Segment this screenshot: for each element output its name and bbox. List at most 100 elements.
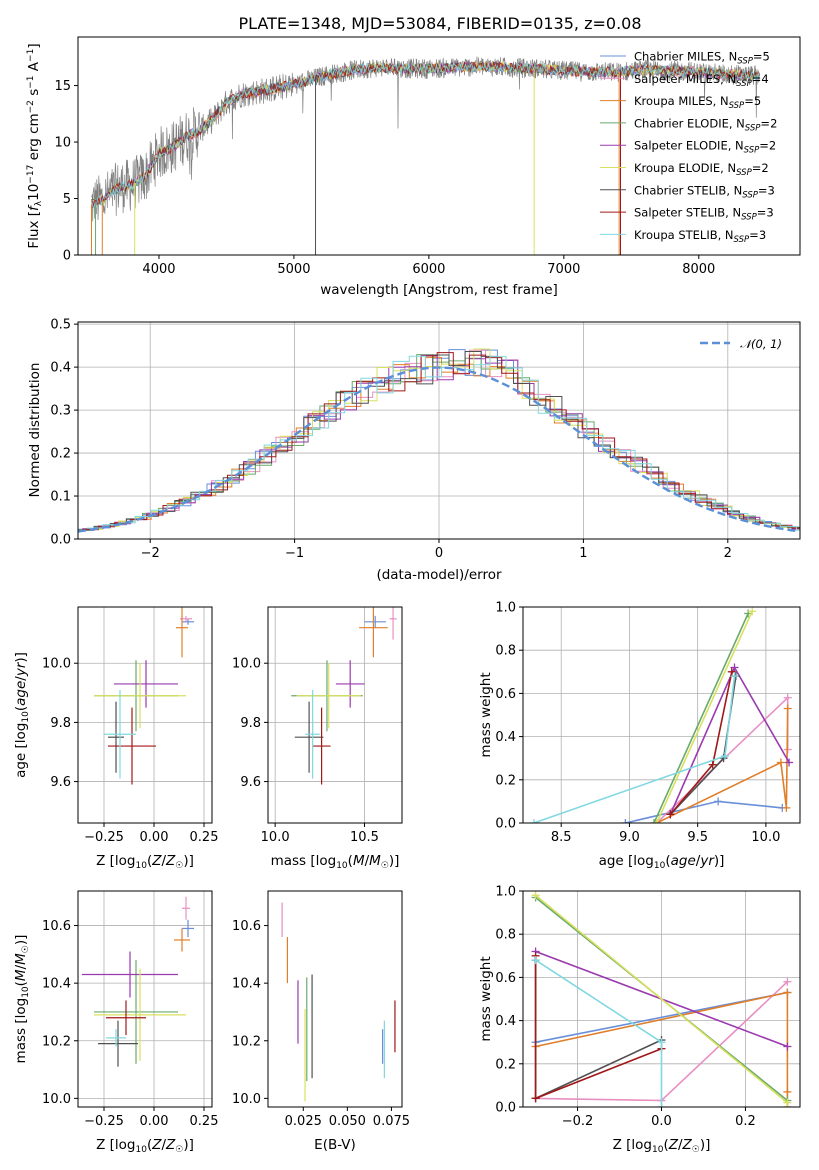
age_vs_Z-axes: −0.25 0.00 0.25 9.6 9.8 10.0 Z [log10(Z/Z☉)] ag… [13, 606, 218, 871]
errorbar-point [335, 660, 365, 708]
spectrum-ytick-label: 5 [63, 192, 71, 207]
residuals-ytick-label: 0.1 [50, 490, 71, 505]
weight-marker [531, 1094, 540, 1103]
gaussian-curve [78, 366, 798, 533]
residual-histogram [78, 354, 800, 531]
residuals-ytick-label: 0.0 [50, 533, 71, 548]
mass_vs_Z-xtick-label: 0.25 [190, 1114, 219, 1129]
weight-marker [783, 988, 792, 997]
weight_vs_Z-ytick-label: 0.4 [495, 1014, 516, 1029]
errorbar-point [94, 968, 186, 1061]
weight_vs_age-xtick-label: 9.0 [619, 830, 640, 845]
mass_vs_ebv-xtick-label: 0.025 [285, 1114, 322, 1129]
legend-item: Salpeter ELODIE, NSSP=2 [600, 139, 776, 156]
age_vs_Z-xtick-label: 0.00 [140, 830, 169, 845]
errorbar-point [364, 615, 386, 628]
weight-marker [783, 977, 792, 986]
legend-label: Kroupa ELODIE, NSSP=2 [634, 161, 769, 178]
model-spectrum [91, 61, 760, 209]
massZ-ylabel: mass [log10(M/M☉)] [13, 935, 31, 1064]
errorbar-point [106, 1000, 146, 1035]
errorbar-point [114, 660, 178, 708]
ageMass-xlabel: mass [log10(M/M☉)] [271, 853, 400, 871]
weight_vs_age-axes: 8.5 9.0 9.5 10.0 0.0 0.2 0.4 0.6 0.8 1.0 age [log1… [478, 601, 801, 871]
mass_vs_ebv-ytick-label: 10.0 [232, 1092, 261, 1107]
weight-marker [657, 1038, 666, 1047]
massZ-xlabel: Z [log10(Z/Z☉)] [96, 1137, 194, 1155]
figure-title: PLATE=1348, MJD=53084, FIBERID=0135, z=0… [238, 14, 641, 33]
mass_vs_Z-frame [77, 890, 213, 1108]
weightZ-ylabel: mass weight [478, 956, 494, 1041]
residual-histogram [86, 355, 800, 531]
weight_vs_age-ytick-label: 0.8 [495, 644, 516, 659]
weight-marker [727, 667, 736, 676]
mass_vs_Z-xtick-label: 0.00 [140, 1114, 169, 1129]
weight-line [533, 676, 736, 823]
legend-label: Chabrier STELIB, NSSP=3 [634, 183, 775, 200]
weight_vs_age-xtick-label: 10.0 [751, 830, 780, 845]
weight_vs_age-ytick-label: 0.2 [495, 773, 516, 788]
age_vs_Z-frame [77, 606, 213, 824]
mass_vs_Z-axes: −0.25 0.00 0.25 10.0 10.2 10.4 10.6 Z [log10(Z/… [13, 890, 219, 1155]
legend-label: Salpeter STELIB, NSSP=3 [634, 206, 774, 223]
legend-label: 𝒩(0, 1) [740, 337, 782, 351]
errorbar-point [182, 618, 194, 625]
residuals-legend: 𝒩(0, 1) [700, 337, 782, 351]
spectrum-xlabel: wavelength [Angstrom, rest frame] [320, 282, 558, 298]
weight-marker [783, 1087, 792, 1096]
age_vs_Z-ytick-label: 9.8 [50, 716, 71, 731]
legend-item: Kroupa STELIB, NSSP=3 [600, 228, 766, 245]
weight-marker [531, 956, 540, 965]
age_vs_mass-ytick-label: 9.6 [240, 775, 261, 790]
legend-item: Salpeter STELIB, NSSP=3 [600, 206, 774, 223]
spectrum-xtick-label: 4000 [142, 262, 175, 277]
mass_vs_ebv-ytick-label: 10.6 [232, 919, 261, 934]
weight-line [535, 894, 788, 1104]
age_vs_Z-xtick-label: −0.25 [84, 830, 124, 845]
age_vs_mass-ytick-label: 10.0 [232, 657, 261, 672]
legend-item: Kroupa ELODIE, NSSP=2 [600, 161, 769, 178]
mass_vs_Z-xtick-label: −0.25 [84, 1114, 124, 1129]
weight-marker [783, 704, 792, 713]
mass_vs_ebv-plot-area [281, 902, 396, 1102]
weight-marker [720, 752, 729, 761]
mass_vs_Z-ytick-label: 10.2 [42, 1034, 71, 1049]
age_vs_mass-frame [267, 606, 403, 824]
spectrum-ytick-label: 0 [63, 249, 71, 264]
spectrum-xtick-label: 6000 [412, 262, 445, 277]
residuals-ytick-label: 0.2 [50, 447, 71, 462]
age_vs_Z-ytick-label: 9.6 [50, 775, 71, 790]
spectrum-frame [77, 36, 801, 256]
age_vs_mass-axes: 10.0 10.5 9.6 9.8 10.0 mass [log10(M/M☉)] [232, 606, 403, 871]
weight-marker [531, 891, 540, 900]
weight-marker [748, 607, 757, 616]
residuals-xtick-label: 1 [579, 546, 587, 561]
residuals-axes: −2 −1 0 1 2 0.0 0.1 0.2 0.3 0.4 0.5 (data-model)/er… [27, 318, 801, 583]
residuals-xtick-label: −1 [285, 546, 304, 561]
weight-marker [666, 810, 675, 819]
mass_vs_ebv-ytick-label: 10.2 [232, 1034, 261, 1049]
errorbar-point [104, 689, 136, 779]
weight-marker [783, 1042, 792, 1051]
weight_vs_Z-axes: −0.2 0.0 0.2 0.0 0.2 0.4 0.6 0.8 1.0 Z [log10(Z/Z… [478, 885, 801, 1155]
legend-label: Chabrier MILES, NSSP=5 [634, 50, 770, 67]
errorbar-point [305, 689, 320, 779]
errorbar-point [312, 707, 331, 785]
weight-marker [776, 758, 785, 767]
residuals-ytick-label: 0.4 [50, 361, 71, 376]
age_vs_mass-xtick-label: 10.5 [350, 830, 379, 845]
mass_vs_ebv-xtick-label: 0.075 [373, 1114, 410, 1129]
age_vs_mass-plot-area [291, 607, 397, 785]
weight-line [653, 613, 749, 823]
weight-line [655, 610, 753, 823]
mass_vs_ebv-xtick-label: 0.050 [329, 1114, 366, 1129]
errorbar-point [108, 701, 124, 773]
spectrum-ylabel: Flux [fλ10−17 erg cm−2 s−1 A−1] [26, 43, 44, 248]
weight_vs_age-xtick-label: 9.5 [687, 830, 708, 845]
errorbar-point [94, 663, 186, 729]
legend-item: Salpeter MILES, NSSP=4 [600, 72, 769, 89]
errorbar-point [176, 607, 188, 658]
residuals-xtick-label: 0 [435, 546, 443, 561]
mass_vs_ebv-frame [267, 890, 403, 1108]
